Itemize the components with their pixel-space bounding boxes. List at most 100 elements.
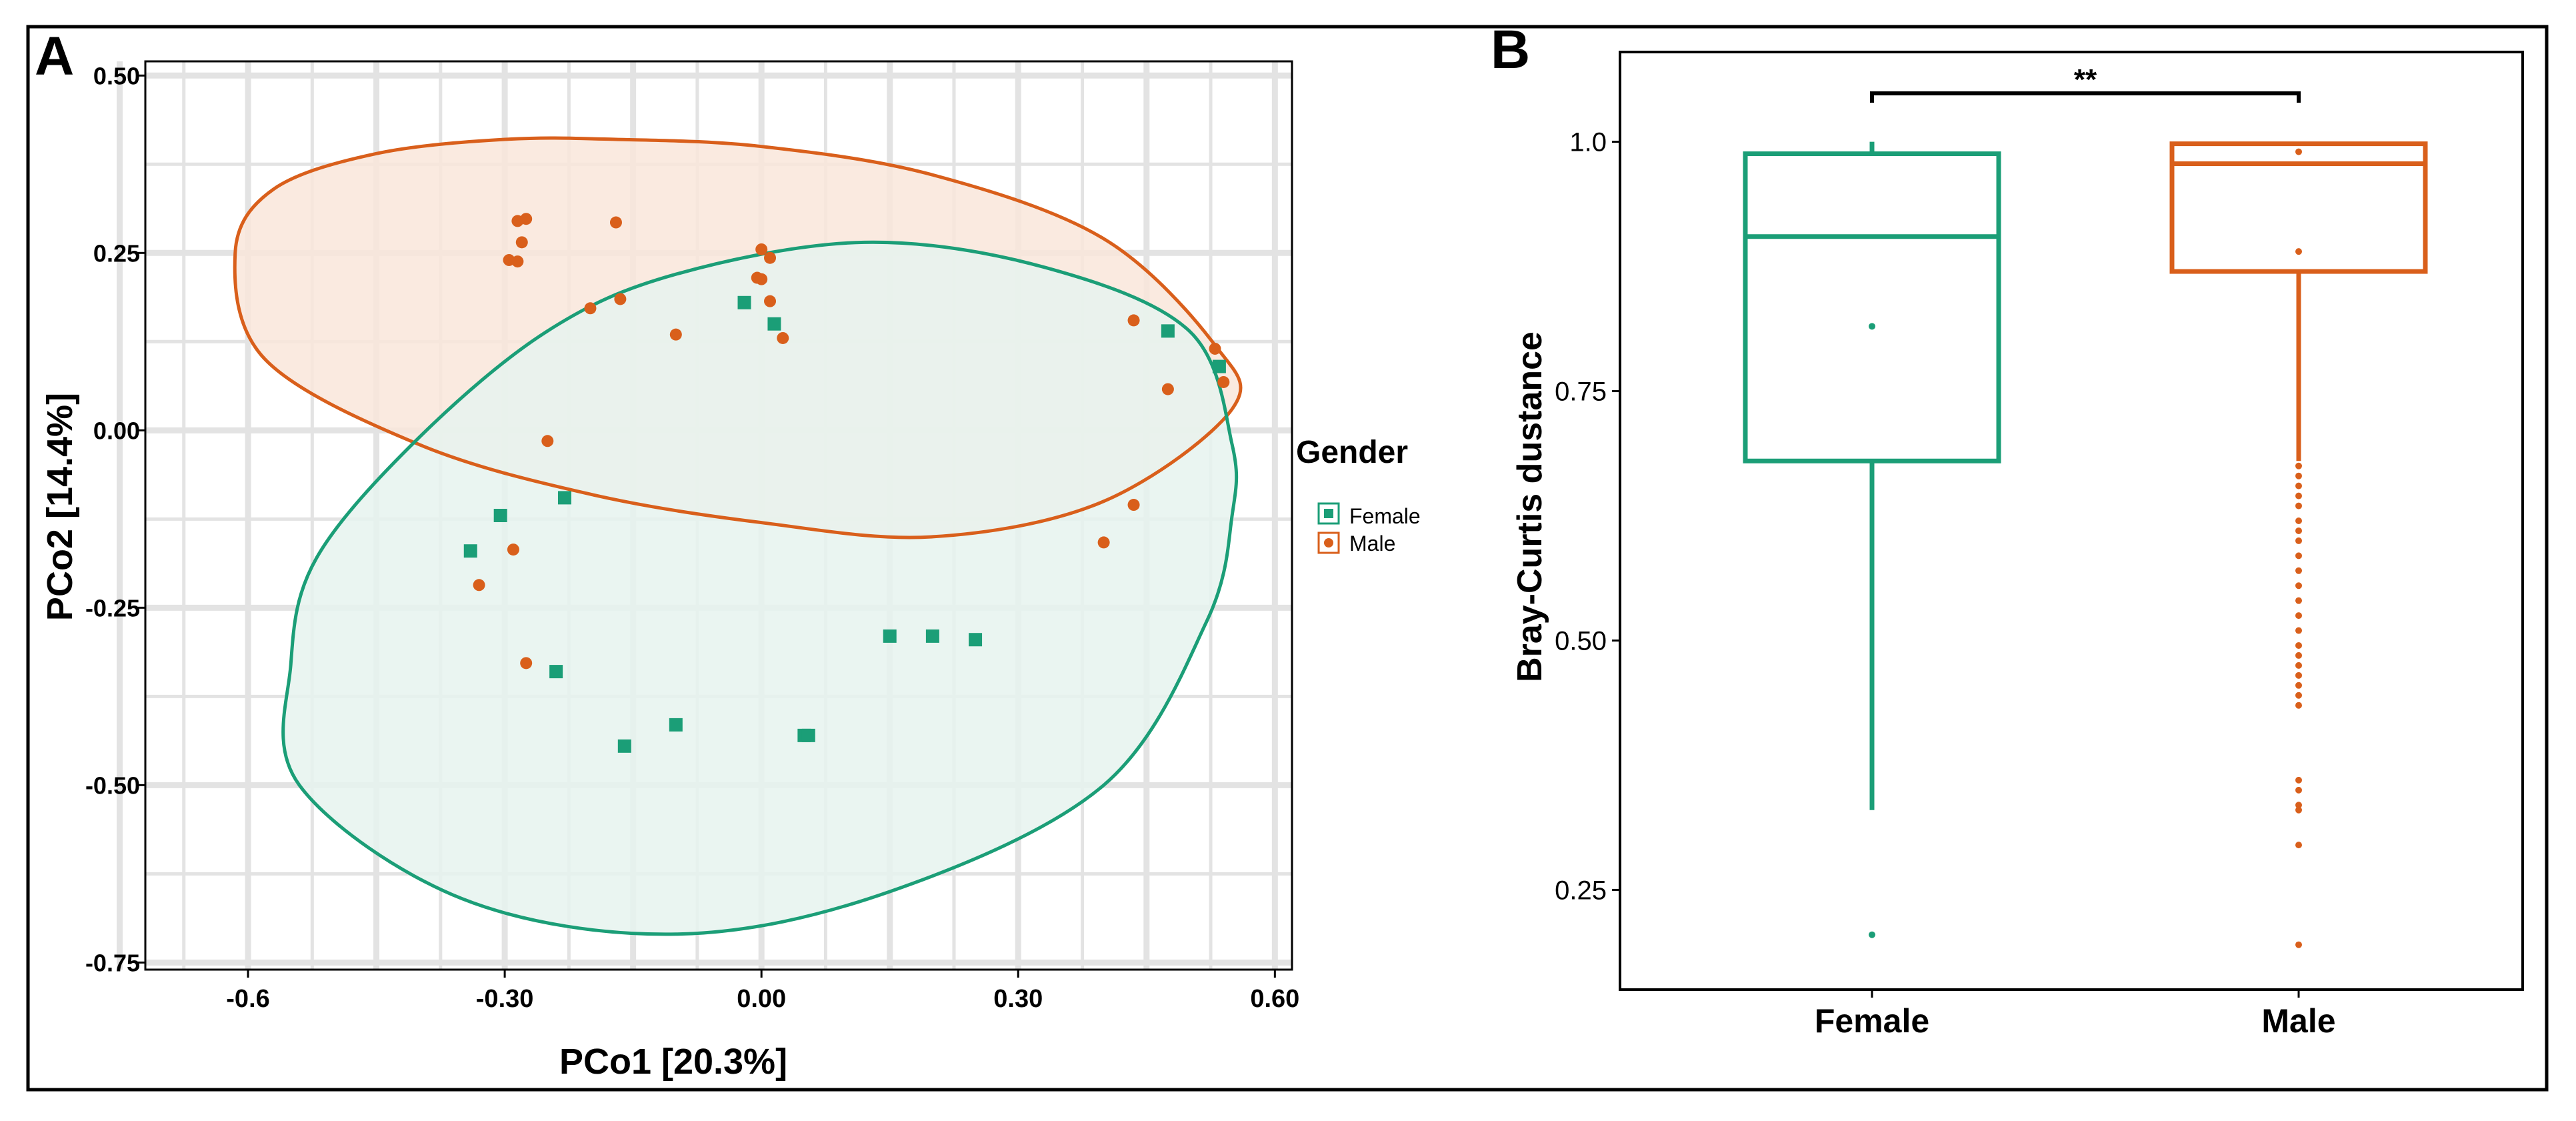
outlier-male <box>2295 702 2302 709</box>
legend-marker-female <box>1324 509 1333 518</box>
point-female <box>969 633 983 647</box>
point-male <box>473 579 485 592</box>
point-female <box>883 629 897 643</box>
b-y-tick-label: 0.75 <box>1555 377 1607 407</box>
b-x-tick-label: Female <box>1815 1002 1929 1040</box>
point-female <box>549 665 563 679</box>
legend-label-female: Female <box>1349 504 1421 528</box>
point-male <box>609 216 622 229</box>
point-male <box>669 328 682 341</box>
outlier-male <box>2295 567 2302 574</box>
outlier-male <box>2295 662 2302 669</box>
box-female <box>1743 151 2001 463</box>
point-male <box>520 657 533 670</box>
outlier-male <box>2295 148 2302 155</box>
outlier-male <box>2295 462 2302 469</box>
point-male <box>1217 375 1230 388</box>
outlier-male <box>2295 502 2302 509</box>
legend-key-female <box>1317 502 1340 525</box>
panel-b-boxes <box>1743 141 2428 948</box>
panel-a-ticks: -0.6 -0.30 0.00 0.30 0.60 0.50 0.25 0.00 -0.25 -0… <box>85 62 1299 1013</box>
significance-label: ** <box>2074 63 2097 96</box>
legend-marker-male <box>1324 538 1333 547</box>
outlier-male <box>2295 941 2302 948</box>
panel-a-ellipses <box>233 136 1243 936</box>
point-female <box>801 728 815 742</box>
point-male <box>515 236 528 249</box>
x-tick-label: 0.00 <box>737 985 786 1013</box>
outlier-male <box>2295 552 2302 559</box>
outlier-male <box>2295 652 2302 659</box>
point-male <box>1127 499 1140 511</box>
x-tick-label: 0.30 <box>993 985 1043 1013</box>
point-male <box>1161 383 1174 395</box>
panel-b-label: B <box>1491 19 1530 80</box>
outlier-male <box>2295 582 2302 590</box>
panel-b: 0.25 0.50 0.75 1.0 Female Male ** B Bray-Curt… <box>1491 19 2524 1040</box>
panel-a-points <box>463 213 1230 753</box>
point-female <box>617 739 631 753</box>
outlier-female <box>1869 931 1875 938</box>
figure-frame <box>26 25 2549 1092</box>
y-tick-label: 0.00 <box>93 417 140 444</box>
outlier-male <box>2295 482 2302 489</box>
b-y-tick-label: 0.50 <box>1555 626 1607 656</box>
outlier-male <box>2295 597 2302 604</box>
point-female <box>493 509 507 522</box>
outlier-male <box>2295 776 2302 784</box>
outlier-male <box>2295 472 2302 479</box>
y-tick-label: 0.50 <box>93 62 140 89</box>
outlier-male <box>2295 248 2302 255</box>
point-male <box>511 255 524 268</box>
outlier-male <box>2295 692 2302 699</box>
point-male <box>520 213 533 225</box>
panel-a-ylabel: PCo2 [14.4%] <box>40 393 80 621</box>
outlier-female <box>1869 323 1875 330</box>
significance-bracket <box>1870 91 2301 103</box>
ellipse-fill-female <box>283 242 1237 934</box>
panel-b-ticks: 0.25 0.50 0.75 1.0 Female Male <box>1555 128 2335 1040</box>
y-tick-label: 0.25 <box>93 239 140 267</box>
point-male <box>777 331 789 344</box>
point-female <box>463 544 477 558</box>
outlier-male <box>2295 537 2302 544</box>
outlier-male <box>2295 806 2302 814</box>
outlier-male <box>2295 786 2302 794</box>
point-male <box>755 243 768 255</box>
y-tick-label: -0.50 <box>85 772 140 799</box>
outlier-male <box>2295 642 2302 649</box>
legend-title: Gender <box>1296 435 1408 470</box>
point-female <box>1212 359 1226 373</box>
point-male <box>755 273 768 285</box>
x-tick-label: 0.60 <box>1250 985 1299 1013</box>
panel-b-ylabel: Bray-Curtis dustance <box>1511 331 1549 682</box>
outlier-male <box>2295 492 2302 499</box>
panel-a-label: A <box>35 26 74 87</box>
panel-b-plot-border <box>1619 51 2524 991</box>
point-female <box>1161 324 1175 338</box>
panel-a-plot-border <box>144 60 1293 971</box>
b-y-tick-label: 1.0 <box>1569 128 1607 157</box>
point-female <box>737 295 751 309</box>
outlier-male <box>2295 612 2302 620</box>
point-male <box>1127 314 1140 327</box>
panel-b-significance: ** <box>1870 63 2301 103</box>
point-male <box>764 295 777 307</box>
legend-label-male: Male <box>1349 531 1395 555</box>
x-tick-label: -0.6 <box>226 985 269 1013</box>
outlier-male <box>2295 802 2302 809</box>
panel-a-xlabel: PCo1 [20.3%] <box>559 1042 787 1082</box>
point-male <box>507 543 519 556</box>
legend: Gender Female Male <box>1296 435 1421 555</box>
point-female <box>767 317 781 331</box>
b-y-tick-label: 0.25 <box>1555 876 1607 905</box>
point-male <box>1097 536 1110 549</box>
ellipse-outline-male <box>233 136 1243 539</box>
outlier-male <box>2295 627 2302 634</box>
legend-key-male <box>1317 531 1340 554</box>
outlier-male <box>2295 682 2302 689</box>
x-tick-label: -0.30 <box>476 985 534 1013</box>
outlier-male <box>2295 527 2302 534</box>
point-male <box>1209 342 1221 355</box>
